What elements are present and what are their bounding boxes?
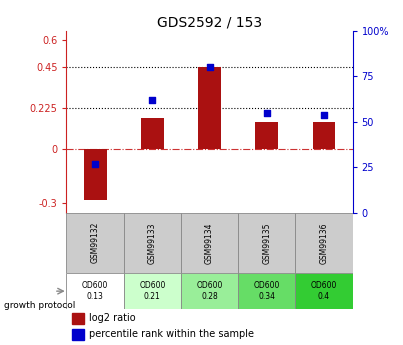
Text: OD600
0.34: OD600 0.34	[253, 281, 280, 301]
Bar	[198, 67, 221, 149]
Bar	[72, 313, 84, 324]
Bar	[256, 122, 278, 149]
Bar	[295, 213, 353, 273]
Text: GSM99136: GSM99136	[320, 222, 328, 264]
Text: percentile rank within the sample: percentile rank within the sample	[89, 329, 254, 339]
Bar	[124, 213, 181, 273]
Bar	[124, 273, 181, 309]
Bar	[181, 213, 238, 273]
Bar	[238, 213, 295, 273]
Bar	[295, 273, 353, 309]
Text: GSM99135: GSM99135	[262, 222, 271, 264]
Bar	[313, 122, 335, 149]
Text: GSM99134: GSM99134	[205, 222, 214, 264]
Point	[321, 112, 327, 117]
Text: growth protocol: growth protocol	[4, 301, 75, 310]
Point	[92, 161, 98, 166]
Bar	[141, 118, 164, 149]
Bar	[66, 213, 124, 273]
Text: OD600
0.4: OD600 0.4	[311, 281, 337, 301]
Bar	[72, 329, 84, 340]
Bar	[84, 149, 106, 200]
Point	[206, 65, 213, 70]
Text: OD600
0.28: OD600 0.28	[196, 281, 223, 301]
Text: GSM99132: GSM99132	[91, 222, 100, 264]
Point	[264, 110, 270, 116]
Bar	[181, 273, 238, 309]
Text: OD600
0.21: OD600 0.21	[139, 281, 166, 301]
Title: GDS2592 / 153: GDS2592 / 153	[157, 16, 262, 30]
Text: OD600
0.13: OD600 0.13	[82, 281, 108, 301]
Text: log2 ratio: log2 ratio	[89, 313, 136, 323]
Bar	[238, 273, 295, 309]
Point	[149, 97, 156, 103]
Bar	[66, 273, 124, 309]
Text: GSM99133: GSM99133	[148, 222, 157, 264]
